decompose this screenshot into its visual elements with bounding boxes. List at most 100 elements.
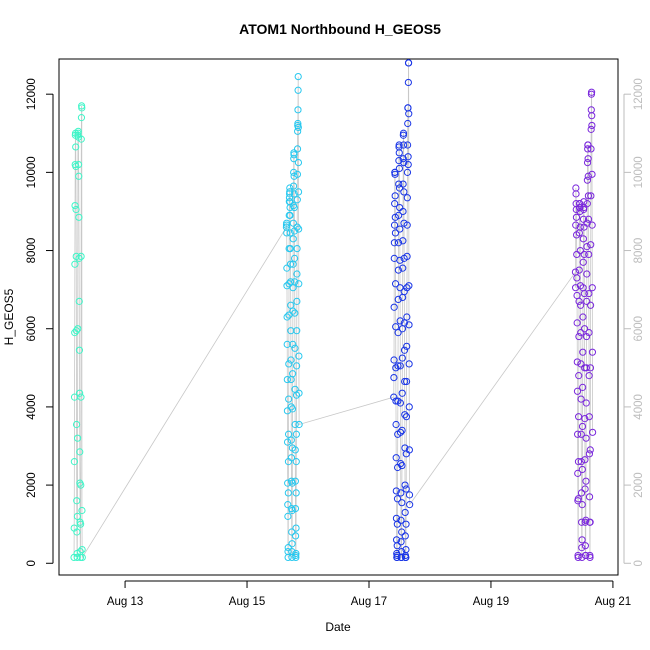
data-point [395, 211, 403, 219]
data-point [289, 235, 297, 243]
data-point [401, 508, 409, 517]
data-point [588, 284, 596, 292]
data-point [73, 553, 81, 562]
data-point [75, 254, 83, 262]
data-point [290, 151, 298, 159]
data-point [579, 348, 587, 356]
data-point [403, 221, 411, 229]
data-point [396, 317, 404, 325]
data-point [294, 106, 302, 114]
data-point [578, 544, 586, 552]
data-point [577, 489, 586, 497]
data-point [75, 213, 83, 221]
data-point [581, 485, 589, 493]
data-point [577, 458, 585, 466]
data-point [291, 420, 299, 429]
data-point [574, 469, 582, 477]
data-point [77, 114, 86, 122]
data-point [587, 192, 595, 200]
data-point [286, 188, 294, 196]
data-point [403, 194, 411, 202]
data-point [292, 524, 300, 532]
data-point [582, 332, 591, 341]
data-point [583, 158, 592, 167]
data-point [583, 243, 591, 251]
y-tick-label: 2000 [26, 472, 38, 498]
data-point [577, 395, 585, 403]
data-point [402, 553, 410, 562]
data-point [291, 278, 299, 286]
data-point [402, 377, 411, 386]
data-point [288, 540, 296, 548]
x-tick-label: Aug 13 [107, 596, 143, 608]
data-point [396, 362, 404, 370]
data-point [396, 225, 404, 233]
y-axis-left: 0 2000 4000 6000 8000 10000 12000 [26, 78, 54, 566]
data-point [76, 389, 84, 397]
data-point [290, 203, 298, 212]
data-point [295, 225, 303, 233]
data-point [402, 413, 411, 421]
data-point [586, 364, 595, 372]
data-point [578, 518, 586, 526]
data-point [404, 119, 412, 128]
data-point [399, 264, 407, 272]
data-point [588, 428, 597, 436]
data-point [575, 297, 583, 305]
data-point [403, 284, 411, 292]
data-point [582, 399, 590, 407]
data-point [578, 536, 586, 544]
data-point [293, 244, 301, 253]
data-point [406, 501, 414, 509]
y-tick-right-label: 8000 [633, 238, 645, 264]
data-point [283, 340, 291, 348]
data-point [578, 422, 587, 431]
data-point [290, 190, 298, 198]
data-point [397, 547, 406, 556]
data-point [572, 213, 581, 221]
data-point [289, 219, 297, 227]
y-axis-label: H_GEOS5 [2, 288, 16, 345]
data-point [284, 501, 292, 509]
y-tick-right-label: 12000 [633, 78, 645, 110]
data-point [295, 280, 303, 288]
data-point [403, 313, 411, 321]
data-point [292, 553, 300, 562]
data-point [583, 200, 591, 208]
data-point [397, 538, 405, 546]
data-point [77, 481, 85, 489]
y-tick-label: 0 [26, 560, 38, 566]
data-point [585, 450, 594, 458]
data-point [74, 325, 82, 333]
data-point [405, 321, 413, 329]
data-point [397, 489, 405, 497]
data-point [74, 160, 83, 169]
data-point [392, 420, 400, 429]
data-point [390, 393, 398, 401]
data-point [75, 297, 83, 305]
data-point [70, 458, 78, 466]
data-point [585, 329, 593, 337]
data-point [293, 223, 301, 231]
data-point [78, 506, 86, 515]
y-tick-label: 4000 [26, 394, 38, 420]
data-point [401, 411, 409, 419]
x-tick-label: Aug 19 [473, 596, 509, 608]
data-point [574, 430, 582, 438]
data-point [294, 188, 303, 196]
data-point [77, 135, 85, 143]
data-point [285, 360, 293, 368]
data-point [393, 495, 402, 503]
data-point [285, 395, 293, 403]
data-point [293, 327, 301, 335]
data-point [400, 141, 408, 149]
y-tick-right-label: 0 [633, 560, 645, 566]
data-point [294, 119, 302, 128]
data-point [404, 141, 412, 149]
data-point [287, 403, 295, 411]
data-point [283, 313, 291, 321]
data-point [405, 403, 413, 411]
data-point [576, 223, 584, 231]
data-point [286, 211, 294, 219]
y-axis-right: 0 2000 4000 6000 8000 10000 12000 [623, 78, 645, 566]
